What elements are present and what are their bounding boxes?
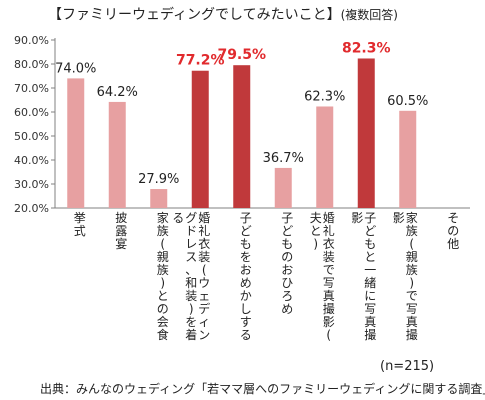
bar xyxy=(233,65,251,208)
data-label: 79.5% xyxy=(217,47,266,63)
data-label: 82.3% xyxy=(342,40,391,56)
x-tick-label: 影 xyxy=(351,211,363,225)
x-tick-label: 影 xyxy=(393,211,405,225)
data-label: 74.0% xyxy=(55,61,96,76)
x-tick-label: グドレス、和装)を着 xyxy=(185,211,197,342)
chart-title: 【ファミリーウェディングでしてみたいこと】(複数回答) xyxy=(48,4,398,24)
x-tick-label: 挙式 xyxy=(74,211,86,238)
x-tick-label: その他 xyxy=(447,211,459,251)
y-tick-label: 70.0% xyxy=(14,82,49,95)
y-tick-label: 30.0% xyxy=(14,178,49,191)
bar xyxy=(67,78,85,209)
x-tick-label: 婚礼衣装(ウェディン xyxy=(198,211,210,342)
chart-title-main: 【ファミリーウェディングでしてみたいこと】 xyxy=(48,7,341,23)
x-tick-label: 家族(親族)との会食 xyxy=(157,210,169,342)
bar xyxy=(399,110,417,208)
x-tick-label: 子どもと一緒に写真撮 xyxy=(364,211,376,342)
x-tick-label: 子どもをおめかしする xyxy=(240,211,252,342)
bar xyxy=(191,70,209,208)
y-tick-label: 50.0% xyxy=(14,130,49,143)
y-tick-label: 60.0% xyxy=(14,106,49,119)
data-label: 60.5% xyxy=(387,94,428,109)
bar xyxy=(316,106,334,208)
x-tick-label: 披露宴 xyxy=(115,211,127,251)
chart-subtitle: (複数回答) xyxy=(340,8,398,22)
y-tick-label: 40.0% xyxy=(14,154,49,167)
y-tick-label: 20.0% xyxy=(14,202,49,215)
x-tick-label: 家族(親族)で写真撮 xyxy=(406,210,418,342)
data-label: 27.9% xyxy=(138,172,179,187)
bar xyxy=(108,101,126,208)
source-note: 出典：みんなのウェディング「若ママ層へのファミリーウェディングに関する調査」 xyxy=(40,382,485,396)
data-label: 77.2% xyxy=(176,53,225,69)
bar xyxy=(357,58,375,209)
y-tick-label: 90.0% xyxy=(14,34,49,47)
data-label: 36.7% xyxy=(263,151,304,166)
x-tick-label: 夫と) xyxy=(310,211,322,251)
sample-size-note: (n=215) xyxy=(380,359,435,374)
x-tick-label: 婚礼衣装で写真撮影( xyxy=(323,211,335,342)
data-label: 64.2% xyxy=(97,85,138,100)
y-tick-label: 80.0% xyxy=(14,58,49,71)
bar xyxy=(274,167,292,208)
data-label: 62.3% xyxy=(304,89,345,104)
x-tick-label: 子どものおひろめ xyxy=(281,211,293,316)
bar xyxy=(150,189,168,208)
x-tick-label: る xyxy=(172,211,184,225)
